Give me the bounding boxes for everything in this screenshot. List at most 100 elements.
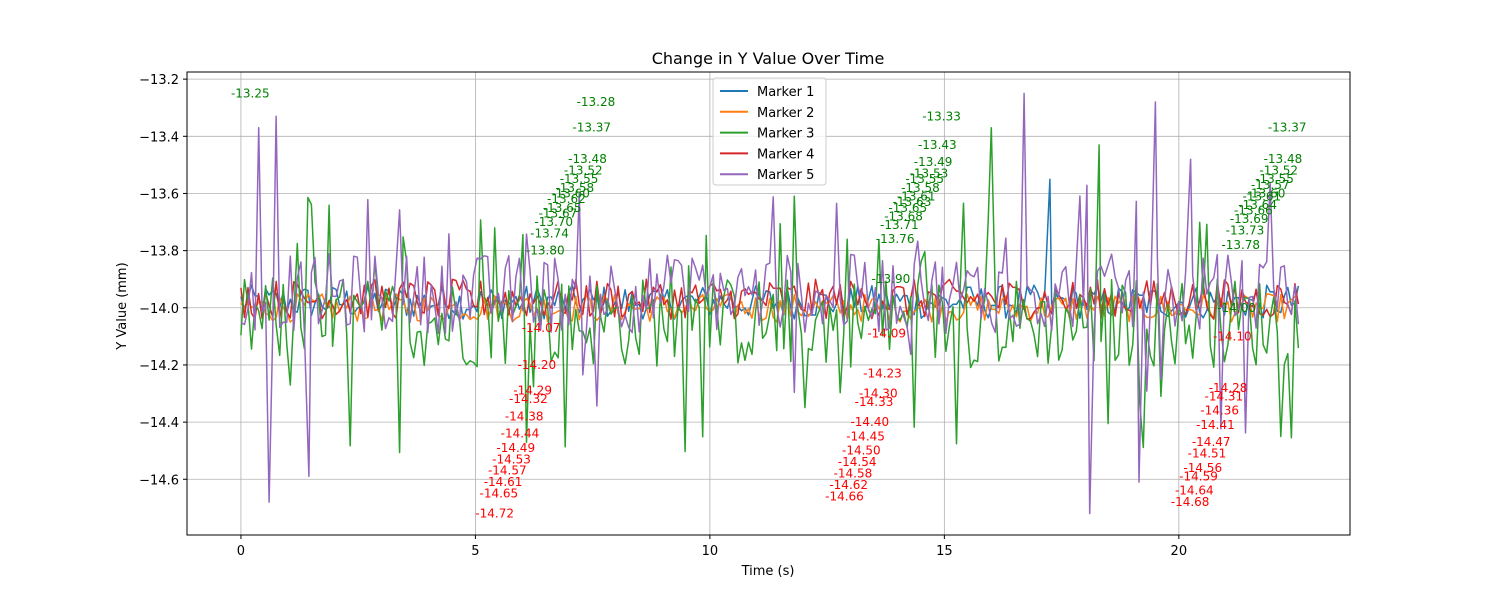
series-line-5 <box>240 92 1300 515</box>
data-label: -13.55 <box>905 172 944 186</box>
data-label: -14.10 <box>1213 329 1252 343</box>
data-label: -13.49 <box>914 155 953 169</box>
data-label: -14.20 <box>517 358 556 372</box>
data-label: -13.55 <box>560 172 599 186</box>
data-label: -14.28 <box>1209 381 1248 395</box>
y-tick-label: −13.2 <box>139 73 179 88</box>
data-label: -14.29 <box>513 384 552 398</box>
data-label: -14.56 <box>1183 461 1222 475</box>
data-label: -14.47 <box>1192 435 1231 449</box>
data-label: -13.62 <box>547 192 586 206</box>
data-label: -13.61 <box>1242 189 1281 203</box>
x-tick-label: 20 <box>1171 544 1188 559</box>
data-label: -13.90 <box>872 272 911 286</box>
data-label: -14.38 <box>505 409 544 423</box>
data-label: -13.57 <box>1251 178 1290 192</box>
data-label: -13.71 <box>880 218 919 232</box>
x-tick-label: 5 <box>471 544 479 559</box>
data-label: -13.60 <box>1247 186 1286 200</box>
data-label: -14.61 <box>484 475 523 489</box>
data-label: -14.45 <box>846 429 885 443</box>
data-label: -14.49 <box>496 441 535 455</box>
data-label: -14.30 <box>859 387 898 401</box>
data-label: -13.58 <box>555 181 594 195</box>
series-line-3 <box>240 126 1300 454</box>
data-label: -13.53 <box>910 166 949 180</box>
data-label: -14.23 <box>863 367 902 381</box>
data-label: -13.64 <box>1238 198 1277 212</box>
series-lines <box>240 92 1300 515</box>
data-label: -13.55 <box>1255 172 1294 186</box>
data-label: -13.66 <box>1234 204 1273 218</box>
x-tick-label: 10 <box>702 544 719 559</box>
legend: Marker 1 Marker 2 Marker 3 Marker 4 Marker 5 <box>712 77 827 186</box>
data-label: -14.41 <box>1196 418 1235 432</box>
data-label: -13.67 <box>539 206 578 220</box>
plot-frame <box>186 71 1351 536</box>
y-tick-label: −14.0 <box>139 302 179 317</box>
legend-label-5: Marker 5 <box>757 168 814 183</box>
data-label: -13.43 <box>918 138 957 152</box>
data-label: -13.69 <box>1230 212 1269 226</box>
x-axis-title: Time (s) <box>741 564 795 579</box>
data-label: -14.36 <box>1200 404 1239 418</box>
data-label: -14.44 <box>501 427 540 441</box>
y-tick-label: −14.4 <box>139 416 179 431</box>
data-labels: -13.25 -13.28 -13.33 -13.37 -13.37 -13.43 -13.… <box>231 86 1307 520</box>
data-label: -14.54 <box>838 455 877 469</box>
y-axis-title: Y Value (mm) <box>115 262 130 350</box>
data-label: -14.51 <box>1188 447 1227 461</box>
axis-ticks: 0 5 10 15 20 −14.6 −14.4 −14.2 −14.0 −13.8 −13.6 −1… <box>139 73 1187 559</box>
data-label: -13.61 <box>897 189 936 203</box>
data-label: -13.78 <box>1221 238 1260 252</box>
data-label: -13.80 <box>526 244 565 258</box>
data-label: -13.37 <box>1268 121 1307 135</box>
data-label: -14.53 <box>492 452 531 466</box>
legend-label-2: Marker 2 <box>757 106 814 121</box>
data-label: -13.68 <box>884 209 923 223</box>
data-label: -13.33 <box>922 109 961 123</box>
data-label: -13.28 <box>577 95 616 109</box>
data-label: -13.25 <box>231 86 270 100</box>
data-label: -14.62 <box>829 478 868 492</box>
y-tick-label: −13.8 <box>139 245 179 260</box>
data-label: -14.57 <box>488 464 527 478</box>
data-label: -14.00 <box>1217 301 1256 315</box>
data-label: -14.58 <box>834 467 873 481</box>
data-label: -14.40 <box>850 415 889 429</box>
data-label: -14.32 <box>509 392 548 406</box>
legend-frame <box>712 77 827 186</box>
data-label: -13.65 <box>543 201 582 215</box>
chart-title: Change in Y Value Over Time <box>652 49 885 68</box>
data-label: -13.74 <box>530 226 569 240</box>
data-label: -14.59 <box>1179 469 1218 483</box>
y-tick-label: −14.6 <box>139 473 179 488</box>
legend-label-1: Marker 1 <box>757 85 814 100</box>
data-label: -13.58 <box>901 181 940 195</box>
data-label: -13.48 <box>1264 152 1303 166</box>
data-label: -14.64 <box>1175 484 1214 498</box>
data-label: -13.70 <box>534 215 573 229</box>
data-label: -14.07 <box>522 321 561 335</box>
y-tick-label: −13.4 <box>139 130 179 145</box>
data-label: -13.65 <box>888 201 927 215</box>
data-label: -13.60 <box>551 186 590 200</box>
data-label: -14.09 <box>867 327 906 341</box>
data-label: -13.73 <box>1226 224 1265 238</box>
data-label: -13.37 <box>572 121 611 135</box>
data-label: -14.66 <box>825 489 864 503</box>
x-tick-label: 0 <box>237 544 245 559</box>
legend-label-4: Marker 4 <box>757 147 814 162</box>
data-label: -13.52 <box>1259 164 1298 178</box>
y-tick-label: −14.2 <box>139 359 179 374</box>
data-label: -14.72 <box>475 507 514 521</box>
data-label: -14.33 <box>855 395 894 409</box>
y-tick-label: −13.6 <box>139 187 179 202</box>
series-line-4 <box>240 278 1300 320</box>
data-label: -13.76 <box>876 232 915 246</box>
data-label: -14.68 <box>1171 495 1210 509</box>
data-label: -13.52 <box>564 164 603 178</box>
data-label: -13.48 <box>568 152 607 166</box>
